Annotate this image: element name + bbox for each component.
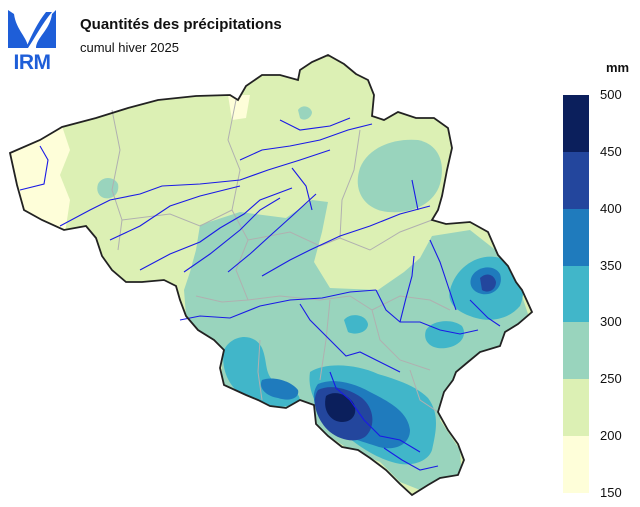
logo-left-shape: [8, 10, 28, 48]
zone-150-200-coast: [10, 120, 70, 240]
legend-band: [563, 322, 589, 380]
legend-tick-label: 250: [600, 371, 622, 387]
zone-300-350-ourthe: [344, 315, 368, 334]
legend-band: [563, 95, 589, 153]
legend-tick-label: 350: [600, 257, 622, 273]
legend-tick-label: 150: [600, 485, 622, 500]
map-subtitle: cumul hiver 2025: [80, 40, 179, 55]
rivers: [19, 117, 501, 471]
irm-logo: [8, 10, 56, 48]
map-title: Quantités des précipitations: [80, 16, 282, 33]
legend-band: [563, 151, 589, 210]
legend-tick-label: 400: [600, 200, 622, 216]
zone-450-500-ardennes: [325, 393, 356, 422]
logo-text: IRM: [13, 51, 52, 74]
zone-250-300-north-spot: [298, 106, 312, 120]
legend-tick-label: 500: [600, 87, 622, 102]
zone-350-400-hainaut: [260, 378, 299, 400]
logo-right-shape: [36, 10, 56, 48]
logo-mid-swoosh: [26, 12, 52, 48]
zone-400-450-east: [480, 274, 496, 292]
province-borders: [111, 99, 451, 413]
legend-band: [563, 379, 589, 437]
legend-tick-label: 300: [600, 314, 622, 330]
legend-band: [563, 208, 589, 267]
legend-tick-label: 450: [600, 143, 622, 159]
legend-unit: mm: [606, 60, 630, 75]
legend-band: [563, 436, 589, 494]
zone-250-300-northeast: [357, 139, 442, 213]
legend-tick-label: 200: [600, 428, 622, 444]
legend-band: [563, 265, 589, 323]
legend-color-bar: [563, 95, 589, 494]
